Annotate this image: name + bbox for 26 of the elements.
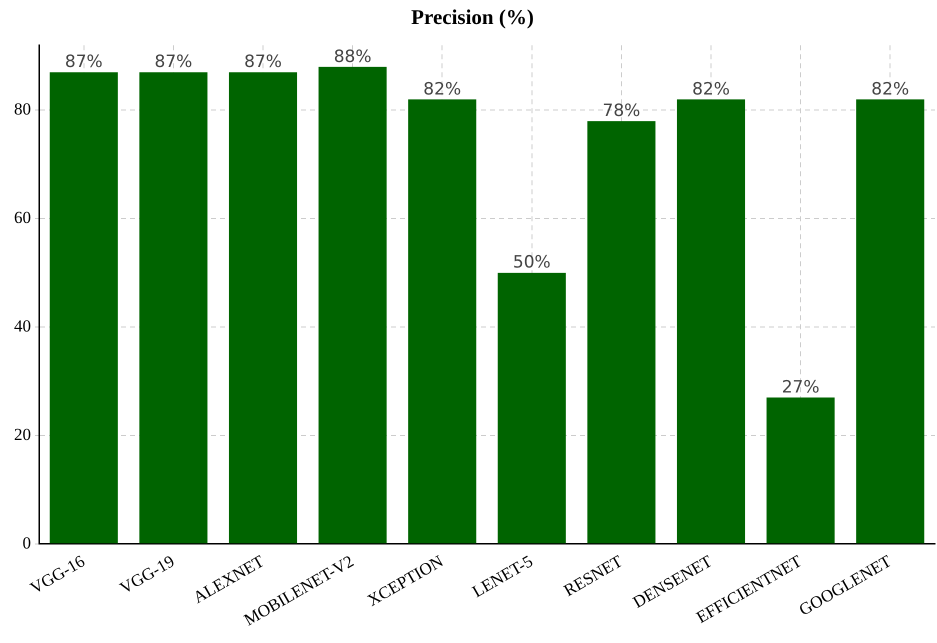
bar [856,99,924,544]
data-label: 87% [64,52,103,72]
bar [766,397,835,544]
y-tick-label: 40 [14,316,31,336]
bar [676,99,746,544]
y-tick-label: 0 [22,533,31,552]
bar [50,72,118,544]
y-tick-label: 60 [14,208,31,228]
data-label: 88% [334,46,372,67]
chart-title: Precision (%) [411,5,534,30]
bar [498,272,566,544]
bar [318,66,387,544]
data-label: 27% [782,377,820,398]
data-label: 82% [692,79,730,100]
data-label: 50% [512,252,551,273]
bar [408,99,476,544]
data-label: 82% [871,79,910,100]
y-tick-label: 20 [14,424,31,444]
data-label: 87% [244,52,282,72]
bar [139,72,208,544]
data-label: 82% [423,79,462,100]
data-label: 78% [602,100,640,121]
bar [228,72,298,544]
y-tick-label: 80 [14,100,31,119]
bar [587,121,656,544]
data-label: 87% [154,52,192,72]
